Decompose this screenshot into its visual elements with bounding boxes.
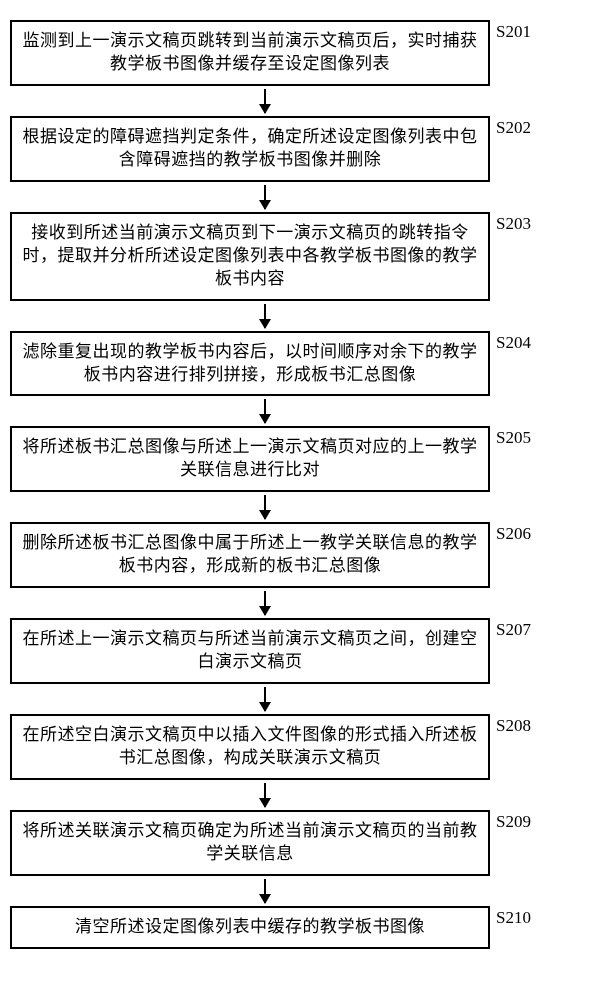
- step-box-5: 将所述板书汇总图像与所述上一演示文稿页对应的上一教学关联信息进行比对: [10, 426, 490, 492]
- flowchart-container: 监测到上一演示文稿页跳转到当前演示文稿页后，实时捕获教学板书图像并缓存至设定图像…: [10, 20, 582, 949]
- step-label: S202: [490, 116, 552, 138]
- step-box-9: 将所述关联演示文稿页确定为所述当前演示文稿页的当前教学关联信息: [10, 810, 490, 876]
- step-label: S210: [490, 906, 552, 928]
- step-label: S201: [490, 20, 552, 42]
- step-box-3: 接收到所述当前演示文稿页到下一演示文稿页的跳转指令时，提取并分析所述设定图像列表…: [10, 212, 490, 301]
- step-text: 监测到上一演示文稿页跳转到当前演示文稿页后，实时捕获教学板书图像并缓存至设定图像…: [22, 30, 478, 76]
- step-row: 根据设定的障碍遮挡判定条件，确定所述设定图像列表中包含障碍遮挡的教学板书图像并删…: [10, 116, 582, 182]
- step-row: 删除所述板书汇总图像中属于所述上一教学关联信息的教学板书内容，形成新的板书汇总图…: [10, 522, 582, 588]
- step-label: S208: [490, 714, 552, 736]
- step-label: S204: [490, 331, 552, 353]
- arrow-icon: [264, 879, 266, 903]
- step-box-4: 滤除重复出现的教学板书内容后，以时间顺序对余下的教学板书内容进行排列拼接，形成板…: [10, 331, 490, 397]
- arrow-icon: [264, 591, 266, 615]
- step-row: 滤除重复出现的教学板书内容后，以时间顺序对余下的教学板书内容进行排列拼接，形成板…: [10, 331, 582, 397]
- step-text: 将所述关联演示文稿页确定为所述当前演示文稿页的当前教学关联信息: [22, 820, 478, 866]
- arrow-icon: [264, 89, 266, 113]
- step-box-7: 在所述上一演示文稿页与所述当前演示文稿页之间，创建空白演示文稿页: [10, 618, 490, 684]
- arrow-icon: [264, 495, 266, 519]
- step-row: 将所述关联演示文稿页确定为所述当前演示文稿页的当前教学关联信息 S209: [10, 810, 582, 876]
- arrow-icon: [264, 185, 266, 209]
- step-label: S209: [490, 810, 552, 832]
- arrow-icon: [264, 399, 266, 423]
- step-label: S207: [490, 618, 552, 640]
- step-text: 在所述上一演示文稿页与所述当前演示文稿页之间，创建空白演示文稿页: [22, 628, 478, 674]
- step-row: 接收到所述当前演示文稿页到下一演示文稿页的跳转指令时，提取并分析所述设定图像列表…: [10, 212, 582, 301]
- step-box-6: 删除所述板书汇总图像中属于所述上一教学关联信息的教学板书内容，形成新的板书汇总图…: [10, 522, 490, 588]
- step-text: 删除所述板书汇总图像中属于所述上一教学关联信息的教学板书内容，形成新的板书汇总图…: [22, 532, 478, 578]
- step-row: 监测到上一演示文稿页跳转到当前演示文稿页后，实时捕获教学板书图像并缓存至设定图像…: [10, 20, 582, 86]
- step-label: S203: [490, 212, 552, 234]
- step-box-2: 根据设定的障碍遮挡判定条件，确定所述设定图像列表中包含障碍遮挡的教学板书图像并删…: [10, 116, 490, 182]
- step-text: 清空所述设定图像列表中缓存的教学板书图像: [75, 916, 425, 939]
- step-row: 在所述空白演示文稿页中以插入文件图像的形式插入所述板书汇总图像，构成关联演示文稿…: [10, 714, 582, 780]
- step-text: 滤除重复出现的教学板书内容后，以时间顺序对余下的教学板书内容进行排列拼接，形成板…: [22, 341, 478, 387]
- step-box-8: 在所述空白演示文稿页中以插入文件图像的形式插入所述板书汇总图像，构成关联演示文稿…: [10, 714, 490, 780]
- step-text: 在所述空白演示文稿页中以插入文件图像的形式插入所述板书汇总图像，构成关联演示文稿…: [22, 724, 478, 770]
- arrow-icon: [264, 687, 266, 711]
- step-box-1: 监测到上一演示文稿页跳转到当前演示文稿页后，实时捕获教学板书图像并缓存至设定图像…: [10, 20, 490, 86]
- step-text: 将所述板书汇总图像与所述上一演示文稿页对应的上一教学关联信息进行比对: [22, 436, 478, 482]
- arrow-icon: [264, 783, 266, 807]
- step-label: S206: [490, 522, 552, 544]
- arrow-icon: [264, 304, 266, 328]
- step-row: 在所述上一演示文稿页与所述当前演示文稿页之间，创建空白演示文稿页 S207: [10, 618, 582, 684]
- step-text: 根据设定的障碍遮挡判定条件，确定所述设定图像列表中包含障碍遮挡的教学板书图像并删…: [22, 126, 478, 172]
- step-row: 将所述板书汇总图像与所述上一演示文稿页对应的上一教学关联信息进行比对 S205: [10, 426, 582, 492]
- step-label: S205: [490, 426, 552, 448]
- step-text: 接收到所述当前演示文稿页到下一演示文稿页的跳转指令时，提取并分析所述设定图像列表…: [22, 222, 478, 291]
- step-box-10: 清空所述设定图像列表中缓存的教学板书图像: [10, 906, 490, 949]
- step-row: 清空所述设定图像列表中缓存的教学板书图像 S210: [10, 906, 582, 949]
